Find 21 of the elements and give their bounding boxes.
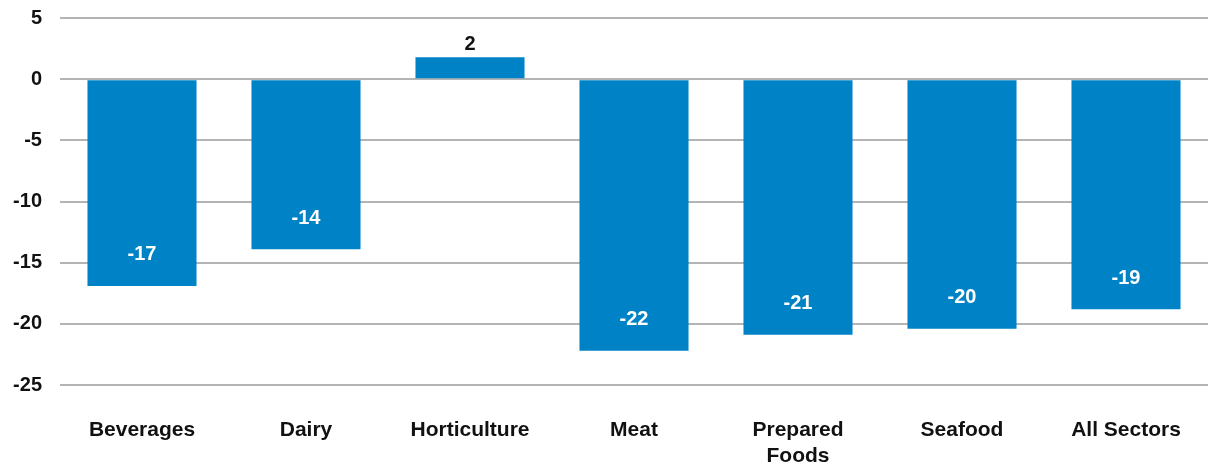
y-tick-label: 5 — [30, 5, 42, 28]
data-label: -22 — [619, 307, 649, 330]
x-tick-label: Seafood — [920, 417, 1004, 441]
data-label: -20 — [947, 285, 977, 308]
y-tick-label: 0 — [30, 66, 42, 89]
data-label: -21 — [783, 291, 813, 314]
y-tick-label: -20 — [13, 311, 42, 334]
y-tick-label: -10 — [13, 189, 42, 212]
data-label: -17 — [127, 242, 157, 265]
y-tick-label: -25 — [13, 372, 42, 395]
x-tick-label: Dairy — [279, 417, 333, 441]
x-tick-label: All Sectors — [1071, 417, 1181, 441]
data-label: 2 — [464, 31, 476, 54]
y-tick-label: -15 — [13, 250, 42, 273]
x-tick-label: Horticulture — [410, 417, 530, 441]
data-label: -19 — [1111, 265, 1141, 288]
x-tick-label: Beverages — [88, 417, 196, 441]
x-tick-label: Meat — [610, 417, 658, 441]
data-label: -14 — [291, 205, 322, 228]
y-tick-label: -5 — [24, 127, 42, 150]
x-tick-label: Prepared Foods — [752, 417, 844, 466]
